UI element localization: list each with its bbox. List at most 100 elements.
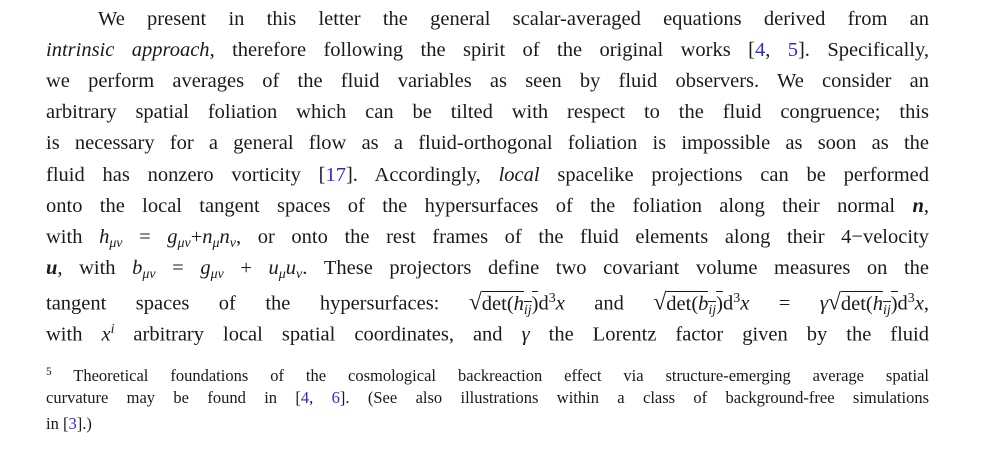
paragraph-line: arbitrary spatial foliation which can be… — [46, 99, 929, 125]
math-symbol: det( — [481, 290, 514, 315]
text-run: fluid has nonzero vorticity [ — [46, 163, 326, 186]
math-symbol: n — [912, 194, 924, 217]
text-run: with — [46, 225, 100, 248]
text-run: local — [498, 163, 540, 186]
text-run: , — [923, 194, 929, 217]
math-symbol: b — [698, 290, 709, 315]
text-run: spacelike projections can be performed — [539, 163, 929, 186]
paragraph-line: intrinsic approach, therefore following … — [46, 37, 929, 63]
text-run: we perform averages of the fluid variabl… — [46, 70, 929, 93]
text-run: ]. (See also illustrations within a clas… — [339, 388, 930, 407]
text-run: intrinsic approach — [46, 39, 210, 62]
text-run: , or onto the rest frames of the fluid e… — [235, 225, 929, 248]
math-symbol: μν — [177, 235, 191, 251]
math-symbol: ij — [708, 300, 717, 318]
text-run: curvature may be found in [ — [46, 388, 301, 407]
text-run: ].) — [76, 414, 92, 433]
text-run: and — [564, 292, 654, 315]
text-run: , — [765, 39, 788, 62]
text-run: d — [723, 292, 734, 315]
text-run: d — [538, 292, 549, 315]
math-symbol: √ — [653, 289, 667, 316]
text-run: = — [122, 225, 168, 248]
text-run: with — [46, 323, 102, 346]
text-run: is necessary for a general flow as a flu… — [46, 132, 929, 155]
math-symbol: ) — [890, 290, 898, 315]
text-run: . These projectors define two covariant … — [302, 256, 930, 279]
paragraph-line: onto the local tangent spaces of the hyp… — [46, 193, 929, 219]
math-symbol: h — [872, 290, 883, 315]
paragraph-line: we perform averages of the fluid variabl… — [46, 68, 929, 94]
math-symbol: γ — [819, 292, 828, 315]
text-run: , therefore following the spirit of the … — [209, 39, 755, 62]
math-symbol: x — [101, 323, 111, 346]
paragraph-line: with hμν = gμν+nμnν, or onto the rest fr… — [46, 224, 929, 257]
text-run: = — [749, 292, 820, 315]
text-run: Theoretical foundations of the cosmologi… — [51, 366, 929, 386]
citation-link[interactable]: 4 — [300, 388, 310, 407]
text-run: the Lorentz factor given by the fluid — [529, 323, 930, 346]
text-run: arbitrary local spatial coordinates, and — [114, 323, 522, 346]
math-symbol: 3 — [733, 290, 741, 306]
math-symbol: u — [285, 256, 296, 279]
math-symbol: h — [99, 225, 110, 248]
text-run: + — [223, 256, 269, 279]
citation-link[interactable]: 6 — [331, 388, 340, 407]
math-symbol: g — [167, 225, 178, 248]
math-symbol: det( — [666, 290, 699, 315]
math-symbol: ) — [716, 290, 723, 315]
text-run: , with — [57, 256, 133, 279]
math-symbol: h — [513, 290, 524, 315]
math-symbol: g — [200, 256, 211, 279]
footnote-line: in [3].) — [46, 413, 929, 435]
text-run: + — [190, 225, 203, 248]
paragraph-line: is necessary for a general flow as a flu… — [46, 130, 929, 156]
footnote-line: curvature may be found in [4, 6]. (See a… — [46, 387, 929, 409]
text-run: , — [309, 388, 332, 407]
math-symbol: μν — [142, 266, 156, 282]
math-symbol: μ — [278, 266, 286, 282]
math-symbol: μν — [109, 235, 123, 251]
math-symbol: 3 — [548, 290, 556, 306]
math-symbol: n — [219, 225, 230, 248]
math-symbol: μ — [212, 235, 220, 251]
text-run: ]. Specifically, — [797, 39, 930, 62]
citation-link[interactable]: 17 — [325, 163, 346, 186]
paragraph-line: with xi arbitrary local spatial coordina… — [46, 317, 929, 348]
math-symbol: μν — [210, 266, 224, 282]
text-run: We present in this letter the general sc… — [98, 8, 929, 30]
citation-link[interactable]: 4 — [754, 39, 766, 62]
math-symbol: n — [202, 225, 213, 248]
math-symbol: u — [46, 256, 58, 279]
text-run: d — [897, 292, 908, 315]
math-symbol: √ — [468, 289, 482, 316]
math-symbol: x — [914, 292, 924, 315]
math-symbol: i — [110, 322, 115, 337]
paragraph-line: tangent spaces of the hypersurfaces: √de… — [46, 286, 929, 324]
math-symbol: ν — [229, 235, 236, 251]
text-run: tangent spaces of the hypersurfaces: — [46, 292, 469, 315]
math-symbol: ν — [296, 266, 303, 282]
math-symbol: b — [132, 256, 143, 279]
math-symbol: det( — [840, 290, 873, 315]
math-symbol: ) — [531, 290, 539, 315]
math-symbol: γ — [521, 323, 530, 346]
math-symbol: √ — [827, 289, 841, 316]
math-symbol: 3 — [907, 290, 915, 306]
math-symbol: 5 — [46, 366, 52, 378]
text-run: , — [923, 292, 929, 315]
text-run: = — [155, 256, 201, 279]
text-run: arbitrary spatial foliation which can be… — [46, 101, 929, 124]
math-symbol: x — [740, 292, 750, 315]
math-symbol: u — [268, 256, 279, 279]
paragraph-line: We present in this letter the general sc… — [98, 6, 929, 32]
footnote-line: 5 Theoretical foundations of the cosmolo… — [46, 361, 929, 387]
citation-link[interactable]: 3 — [68, 414, 77, 433]
math-symbol: x — [555, 292, 565, 315]
paragraph-line: fluid has nonzero vorticity [17]. Accord… — [46, 162, 929, 188]
text-run: in [ — [46, 414, 69, 433]
paragraph-line: u, with bμν = gμν + uμuν. These projecto… — [46, 255, 929, 288]
citation-link[interactable]: 5 — [787, 39, 798, 62]
math-symbol: ij — [882, 300, 891, 318]
text-run: ]. Accordingly, — [345, 163, 499, 186]
